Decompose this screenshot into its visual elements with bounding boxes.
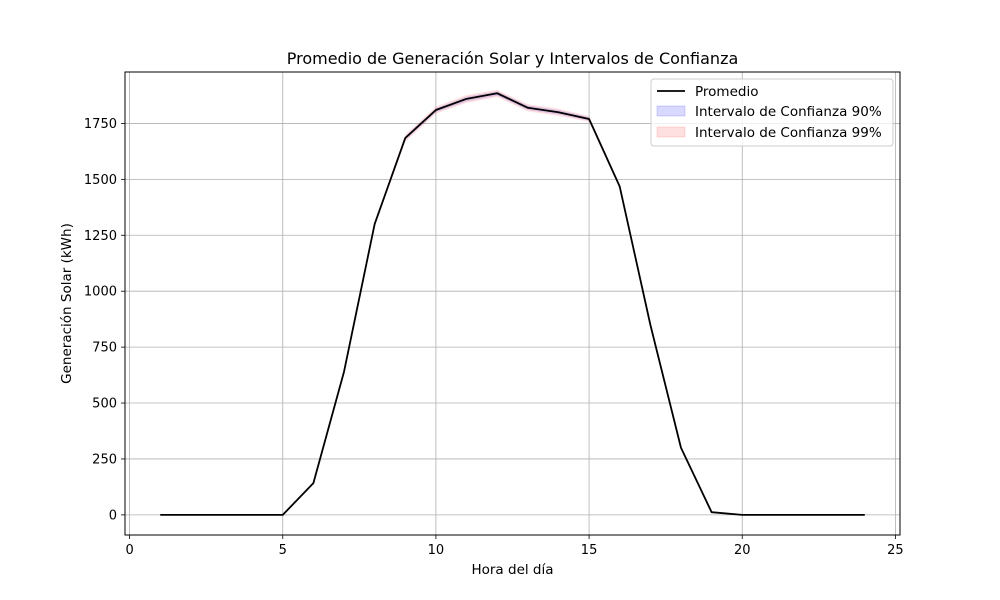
plot-frame bbox=[124, 71, 901, 536]
x-tick-label: 15 bbox=[581, 543, 598, 558]
x-tick-label: 10 bbox=[428, 543, 445, 558]
legend: Promedio Intervalo de Confianza 90% Inte… bbox=[650, 78, 894, 147]
confidence-bands bbox=[160, 89, 865, 515]
x-axis-label: Hora del día bbox=[471, 562, 553, 578]
y-axis-label: Generación Solar (kWh) bbox=[59, 223, 75, 384]
y-tick-label: 250 bbox=[92, 452, 117, 467]
legend-label-promedio: Promedio bbox=[695, 84, 758, 100]
y-tick-label: 1000 bbox=[84, 285, 117, 300]
legend-label-ci90: Intervalo de Confianza 90% bbox=[695, 104, 882, 120]
confidence-band-1 bbox=[160, 91, 865, 515]
x-tick-label: 20 bbox=[734, 543, 751, 558]
y-tick-label: 500 bbox=[92, 397, 117, 412]
y-tick-label: 750 bbox=[92, 341, 117, 356]
y-tick-label: 0 bbox=[109, 508, 117, 523]
x-tick-label: 5 bbox=[279, 543, 287, 558]
x-tick-label: 25 bbox=[887, 543, 904, 558]
x-tick-label: 0 bbox=[125, 543, 133, 558]
chart-title: Promedio de Generación Solar y Intervalo… bbox=[287, 49, 739, 68]
legend-label-ci99: Intervalo de Confianza 99% bbox=[695, 125, 882, 141]
y-tick-label: 1750 bbox=[84, 117, 117, 132]
series-line-promedio bbox=[160, 92, 865, 516]
legend-swatch-ci90 bbox=[656, 105, 686, 117]
series-lines bbox=[160, 92, 865, 516]
y-tick-label: 1250 bbox=[84, 229, 117, 244]
confidence-band-2 bbox=[160, 89, 865, 515]
legend-box bbox=[650, 78, 894, 147]
y-tick-label: 1500 bbox=[84, 173, 117, 188]
legend-swatch-ci99 bbox=[656, 126, 686, 138]
